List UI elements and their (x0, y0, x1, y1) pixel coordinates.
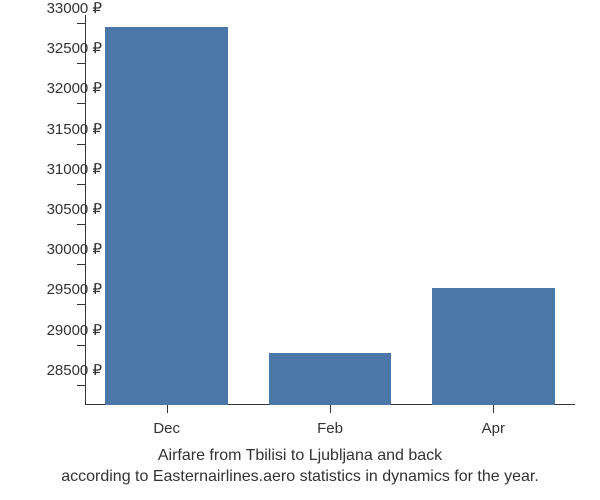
bar (269, 353, 392, 405)
x-axis-label: Dec (153, 420, 180, 437)
x-tick (167, 405, 168, 413)
bar (432, 288, 555, 405)
y-axis-label: 31500 ₽ (47, 120, 102, 138)
y-tick (77, 144, 85, 145)
y-tick (77, 103, 85, 104)
y-tick (77, 345, 85, 346)
y-tick (77, 304, 85, 305)
caption-line-2: according to Easternairlines.aero statis… (61, 468, 539, 485)
bar (105, 27, 228, 405)
y-axis-label: 29000 ₽ (47, 321, 102, 339)
y-axis-label: 30000 ₽ (47, 240, 102, 258)
y-tick (77, 184, 85, 185)
y-axis-label: 32000 ₽ (47, 79, 102, 97)
y-tick (77, 385, 85, 386)
x-tick (330, 405, 331, 413)
chart-container: DecFebApr (85, 15, 575, 405)
y-tick (77, 224, 85, 225)
y-axis-label: 28500 ₽ (47, 361, 102, 379)
y-axis-label: 29500 ₽ (47, 280, 102, 298)
y-axis-label: 32500 ₽ (47, 39, 102, 57)
caption-line-1: Airfare from Tbilisi to Ljubljana and ba… (158, 447, 442, 464)
y-axis-label: 31000 ₽ (47, 160, 102, 178)
y-tick (77, 63, 85, 64)
y-axis-label: 30500 ₽ (47, 200, 102, 218)
x-axis-label: Apr (482, 420, 505, 437)
y-axis-label: 33000 ₽ (47, 0, 102, 17)
y-tick (77, 23, 85, 24)
y-tick (77, 264, 85, 265)
chart-caption: Airfare from Tbilisi to Ljubljana and ba… (0, 445, 600, 488)
x-axis-label: Feb (317, 420, 343, 437)
x-tick (493, 405, 494, 413)
